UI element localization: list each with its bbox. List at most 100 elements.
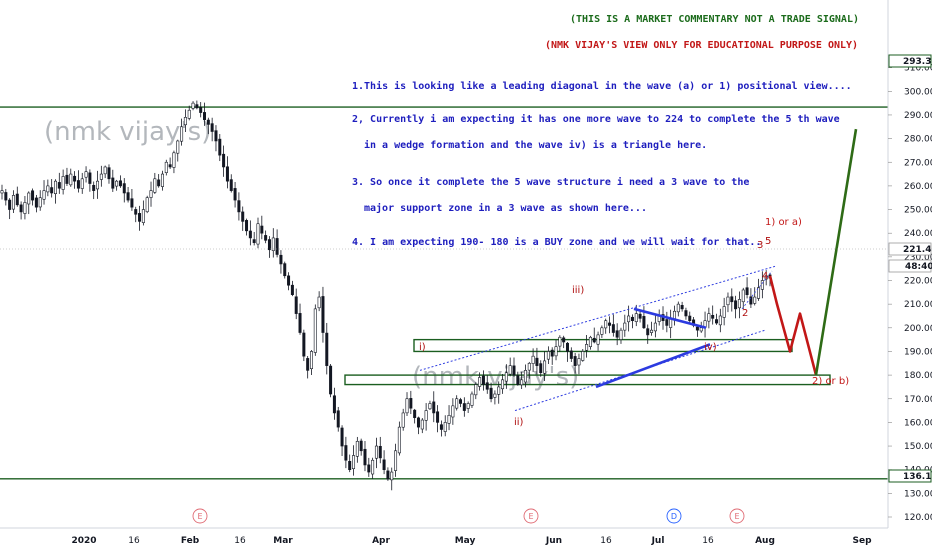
- watermark-top: (nmk vijay's): [44, 117, 211, 147]
- earnings-event-marker[interactable]: [192, 508, 208, 524]
- candle: [229, 174, 233, 193]
- candle: [695, 324, 699, 337]
- candle: [145, 195, 149, 214]
- candle: [493, 390, 497, 405]
- time-axis-label: Apr: [372, 536, 390, 546]
- candle: [409, 390, 413, 415]
- candle: [470, 391, 474, 409]
- candle: [38, 190, 42, 211]
- time-axis-label: 2020: [71, 536, 96, 546]
- dividend-event-marker[interactable]: [666, 508, 682, 524]
- candle: [294, 288, 298, 320]
- candle: [715, 313, 719, 325]
- candle: [722, 297, 726, 326]
- candle: [46, 179, 50, 197]
- candle: [187, 105, 191, 121]
- candle: [596, 331, 600, 351]
- price-tick-label: 280.00: [904, 135, 932, 145]
- candle: [497, 381, 501, 404]
- price-tick-label: 300.00: [904, 87, 932, 97]
- svg-text:136.15: 136.15: [903, 472, 932, 482]
- support-zone-box: [344, 374, 831, 386]
- candle: [34, 194, 38, 213]
- candle: [394, 443, 398, 477]
- badge-bottom-level: 136.15: [888, 469, 932, 483]
- candlestick-series: [0, 100, 772, 491]
- candle: [222, 145, 226, 177]
- candle: [118, 175, 122, 188]
- candle: [757, 278, 761, 301]
- candle: [172, 150, 176, 174]
- candle: [569, 347, 573, 363]
- badge-countdown: 48:40: [888, 259, 932, 273]
- candle: [271, 228, 275, 258]
- candle: [355, 436, 359, 463]
- candle: [546, 346, 550, 364]
- candle: [424, 403, 428, 431]
- disclaimer-educational: (NMK VIJAY'S VIEW ONLY FOR EDUCATIONAL P…: [545, 40, 858, 51]
- candle: [401, 408, 405, 431]
- wave-label-3-small: 3: [757, 240, 763, 251]
- earnings-event-marker[interactable]: [729, 508, 745, 524]
- candle: [508, 357, 512, 377]
- candle: [115, 179, 119, 191]
- candle: [309, 349, 313, 375]
- earnings-event-marker[interactable]: [523, 508, 539, 524]
- candle: [199, 102, 203, 118]
- candle: [680, 301, 684, 312]
- inner-wedge-line: [741, 270, 773, 310]
- price-tick-label: 150.00: [904, 442, 932, 452]
- candle: [134, 206, 138, 223]
- time-axis[interactable]: [0, 528, 888, 550]
- candle: [432, 391, 436, 423]
- candle: [378, 436, 382, 464]
- event-marker-letter: E: [734, 512, 739, 521]
- candle: [623, 314, 627, 337]
- price-tick-label: 290.00: [904, 111, 932, 121]
- candle: [489, 382, 493, 403]
- candle: [27, 191, 31, 215]
- candle: [149, 181, 153, 207]
- candle: [50, 179, 54, 198]
- horizontal-levels: [0, 106, 888, 480]
- candle: [630, 314, 634, 329]
- candle: [180, 118, 184, 146]
- price-tick-label: 260.00: [904, 182, 932, 192]
- candle: [210, 117, 214, 142]
- candle: [267, 236, 271, 258]
- badge-top-level: 293.35: [888, 54, 932, 68]
- time-axis-label: Feb: [181, 536, 200, 546]
- wave-projection: [768, 128, 858, 376]
- candle: [306, 356, 310, 379]
- candle: [298, 303, 302, 335]
- candle: [638, 310, 642, 323]
- candle: [485, 375, 489, 394]
- candle: [80, 172, 84, 194]
- candle: [23, 195, 27, 220]
- price-tick-label: 160.00: [904, 418, 932, 428]
- candle: [367, 457, 371, 477]
- price-tick-label: 210.00: [904, 300, 932, 310]
- candle: [332, 387, 336, 420]
- wave-label-5-small: 5: [765, 236, 771, 247]
- candle: [413, 408, 417, 424]
- candle: [84, 166, 88, 183]
- triangle-upper-line: [633, 307, 707, 330]
- candle: [416, 416, 420, 435]
- time-axis-label: Jun: [545, 536, 562, 546]
- candle: [160, 170, 164, 191]
- candle: [653, 315, 657, 338]
- time-axis-label: May: [455, 536, 476, 546]
- candle: [558, 335, 562, 352]
- svg-text:293.35: 293.35: [903, 57, 932, 67]
- time-axis-label: 16: [234, 536, 246, 546]
- candle: [69, 168, 73, 187]
- candle: [99, 165, 103, 187]
- candle: [168, 157, 172, 169]
- candle: [420, 418, 424, 434]
- candle: [279, 250, 283, 274]
- candle: [382, 450, 386, 475]
- time-axis-label: Sep: [852, 536, 872, 546]
